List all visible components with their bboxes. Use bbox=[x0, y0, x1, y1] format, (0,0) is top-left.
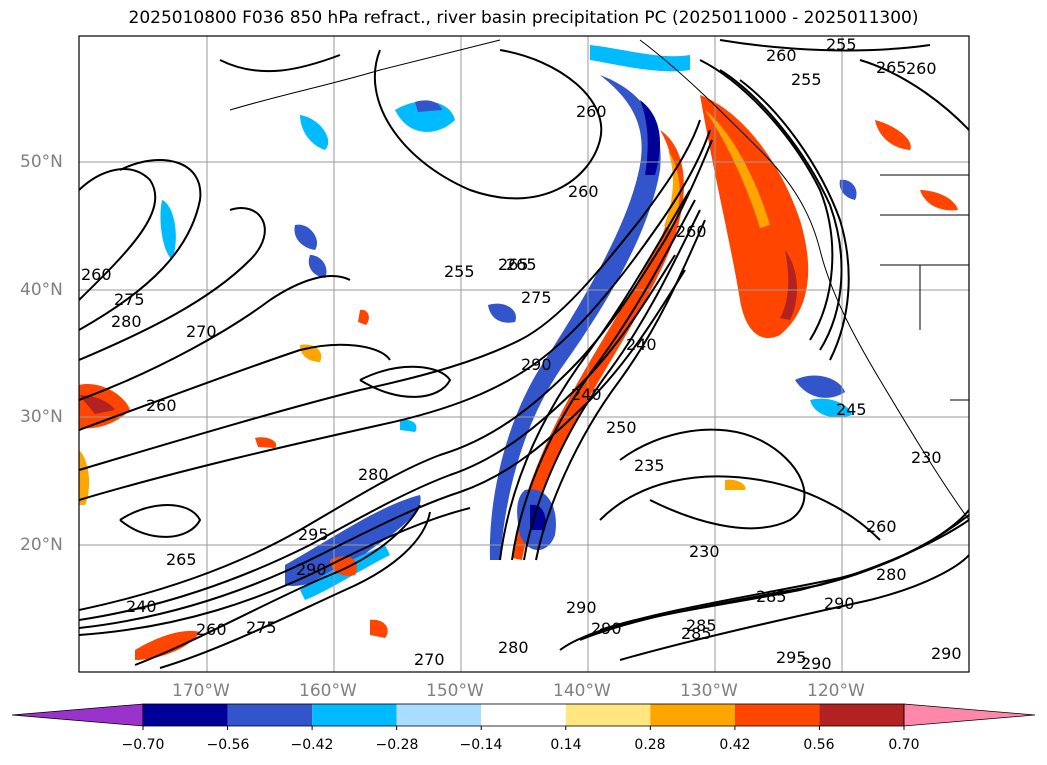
contour-label: 290 bbox=[521, 355, 552, 374]
colorbar-tick-label: 0.56 bbox=[803, 737, 835, 753]
colorbar-swatch bbox=[143, 704, 228, 726]
contour-label: 250 bbox=[606, 418, 637, 437]
contour-label: 260 bbox=[568, 182, 599, 201]
lon-label-120w: 120°W bbox=[807, 681, 865, 701]
lat-label-50n: 50°N bbox=[20, 152, 63, 172]
contour-label: 260 bbox=[676, 222, 707, 241]
colorbar-swatch bbox=[481, 704, 566, 726]
precip-shading bbox=[79, 45, 958, 660]
contour-label: 265 bbox=[498, 255, 529, 274]
contour-label: 265 bbox=[506, 255, 537, 274]
colorbar-swatch bbox=[734, 704, 820, 726]
colorbar-frame bbox=[142, 703, 905, 727]
contour-label: 295 bbox=[776, 648, 807, 667]
contour-label: 285 bbox=[756, 587, 787, 606]
contour-label: 280 bbox=[111, 312, 142, 331]
contour-label: 240 bbox=[571, 385, 602, 404]
colorbar-swatch bbox=[819, 704, 904, 726]
contour-label: 260 bbox=[906, 59, 937, 78]
colorbar-swatch bbox=[312, 704, 397, 726]
colorbar-swatch bbox=[227, 704, 313, 726]
contour-label: 295 bbox=[298, 525, 329, 544]
contour-label: 265 bbox=[876, 58, 907, 77]
contour-label: 260 bbox=[81, 265, 112, 284]
contour-label: 280 bbox=[498, 638, 529, 657]
lat-label-30n: 30°N bbox=[20, 407, 63, 427]
contour-label: 240 bbox=[126, 597, 157, 616]
contour-label: 260 bbox=[576, 102, 607, 121]
colorbar-swatch bbox=[565, 704, 651, 726]
colorbar bbox=[11, 703, 1036, 730]
colorbar-tick-label: 0.14 bbox=[550, 737, 582, 753]
plot-frame bbox=[78, 35, 970, 673]
contour-label: 285 bbox=[686, 616, 717, 635]
lat-label-40n: 40°N bbox=[20, 280, 63, 300]
colorbar-tick-label: −0.70 bbox=[121, 737, 165, 753]
colorbar-tick-label: −0.56 bbox=[206, 737, 250, 753]
colorbar-tick-label: −0.14 bbox=[459, 737, 503, 753]
contour-label: 260 bbox=[766, 46, 797, 65]
contour-label: 235 bbox=[634, 456, 665, 475]
plot-area bbox=[79, 36, 969, 672]
contour-label: 255 bbox=[444, 262, 475, 281]
contour-label: 280 bbox=[358, 465, 389, 484]
colorbar-swatch bbox=[650, 704, 735, 726]
colorbar-extend-min bbox=[11, 703, 144, 727]
contour-label: 290 bbox=[931, 644, 962, 663]
colorbar-tick-label: −0.28 bbox=[375, 737, 419, 753]
contour-label: 290 bbox=[566, 598, 597, 617]
lon-label-160w: 160°W bbox=[299, 681, 357, 701]
contour-label: 255 bbox=[791, 70, 822, 89]
colorbar-extend-max bbox=[903, 703, 1036, 727]
lon-label-130w: 130°W bbox=[680, 681, 738, 701]
contour-label: 245 bbox=[836, 400, 867, 419]
contour-label: 275 bbox=[246, 618, 277, 637]
colorbar-swatch bbox=[396, 704, 482, 726]
coastline bbox=[229, 39, 969, 521]
contour-label: 280 bbox=[876, 565, 907, 584]
contour-label: 275 bbox=[521, 288, 552, 307]
colorbar-tick-label: 0.28 bbox=[634, 737, 666, 753]
contour-label: 260 bbox=[866, 517, 897, 536]
lon-label-170w: 170°W bbox=[172, 681, 230, 701]
refractivity-contours bbox=[79, 39, 969, 669]
contour-label: 290 bbox=[824, 594, 855, 613]
lon-label-140w: 140°W bbox=[553, 681, 611, 701]
colorbar-tick-label: 0.70 bbox=[888, 737, 920, 753]
contour-label: 255 bbox=[826, 35, 857, 54]
contour-label: 270 bbox=[414, 650, 445, 669]
contour-label: 290 bbox=[801, 654, 832, 673]
contour-label: 240 bbox=[626, 335, 657, 354]
lon-label-150w: 150°W bbox=[426, 681, 484, 701]
contour-label: 260 bbox=[146, 396, 177, 415]
lat-label-20n: 20°N bbox=[20, 535, 63, 555]
contour-label: 290 bbox=[296, 560, 327, 579]
contour-label: 230 bbox=[689, 542, 720, 561]
chart-title: 2025010800 F036 850 hPa refract., river … bbox=[128, 8, 919, 28]
colorbar-tick-label: 0.42 bbox=[719, 737, 751, 753]
contour-label: 265 bbox=[166, 550, 197, 569]
contour-label: 290 bbox=[591, 619, 622, 638]
contour-label: 270 bbox=[186, 322, 217, 341]
contour-label: 285 bbox=[681, 624, 712, 643]
colorbar-tick-label: −0.42 bbox=[290, 737, 334, 753]
contour-label: 230 bbox=[911, 448, 942, 467]
contour-label: 260 bbox=[196, 620, 227, 639]
contour-label: 275 bbox=[114, 290, 145, 309]
